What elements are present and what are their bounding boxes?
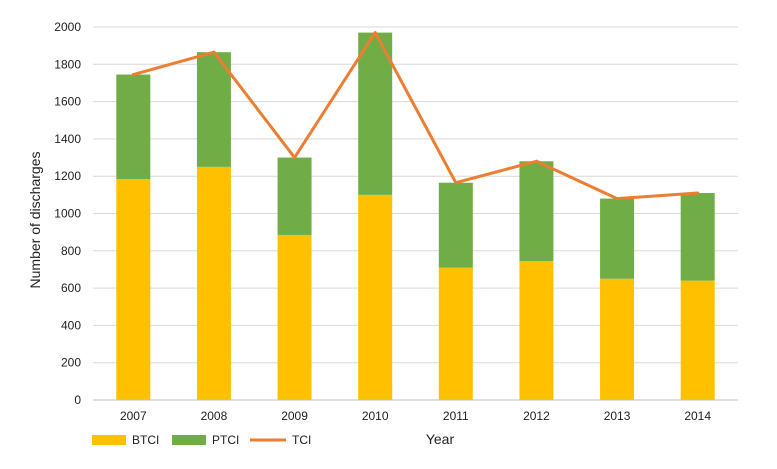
- y-tick-label-400: 400: [61, 318, 81, 332]
- bar-ptci-2011: [438, 182, 473, 268]
- x-tick-label-2012: 2012: [523, 409, 550, 423]
- point-tci-2008: [212, 50, 216, 54]
- point-tci-2012: [534, 159, 538, 163]
- bars: [116, 32, 715, 400]
- point-tci-2013: [615, 197, 619, 201]
- point-tci-2009: [293, 156, 297, 160]
- legend-label-btci: BTCI: [132, 433, 159, 447]
- legend-swatch-btci: [92, 435, 126, 445]
- bar-btci-2008: [196, 166, 231, 400]
- bar-btci-2013: [600, 278, 635, 400]
- bar-btci-2012: [519, 261, 554, 400]
- x-tick-label-2010: 2010: [362, 409, 389, 423]
- legend-label-tci: TCI: [292, 433, 311, 447]
- x-axis-title: Year: [426, 431, 455, 447]
- bar-btci-2011: [438, 267, 473, 400]
- legend-label-ptci: PTCI: [212, 433, 239, 447]
- bar-ptci-2008: [196, 52, 231, 167]
- point-tci-2010: [373, 31, 377, 35]
- total-line-series: [131, 31, 700, 201]
- bar-btci-2010: [358, 194, 393, 400]
- bar-ptci-2012: [519, 161, 554, 262]
- x-tick-label-2013: 2013: [604, 409, 631, 423]
- x-axis-ticks: 2007 2008 2009 2010 2011 2012 2013 2014: [120, 409, 711, 423]
- bar-btci-2014: [680, 280, 715, 400]
- point-tci-2007: [131, 73, 135, 77]
- bar-ptci-2007: [116, 74, 151, 179]
- gridlines: [93, 26, 738, 364]
- y-axis-ticks: 0 200 400 600 800 1000 1200 1400 1600 1800 2000: [54, 20, 81, 407]
- bar-ptci-2010: [358, 32, 393, 195]
- y-tick-label-1800: 1800: [54, 57, 81, 71]
- y-tick-label-800: 800: [61, 244, 81, 258]
- x-tick-label-2007: 2007: [120, 409, 147, 423]
- y-tick-label-2000: 2000: [54, 20, 81, 34]
- bar-ptci-2014: [680, 192, 715, 281]
- bar-ptci-2013: [600, 198, 635, 279]
- x-tick-label-2014: 2014: [684, 409, 711, 423]
- y-tick-label-1000: 1000: [54, 207, 81, 221]
- bar-btci-2009: [277, 234, 312, 400]
- point-tci-2014: [696, 191, 700, 195]
- y-tick-label-1400: 1400: [54, 132, 81, 146]
- x-tick-label-2009: 2009: [281, 409, 308, 423]
- bar-ptci-2009: [277, 157, 312, 235]
- x-tick-label-2008: 2008: [201, 409, 228, 423]
- y-tick-label-200: 200: [61, 356, 81, 370]
- y-tick-label-0: 0: [74, 393, 81, 407]
- y-tick-label-1600: 1600: [54, 95, 81, 109]
- y-axis-title: Number of discharges: [27, 152, 43, 289]
- line-tci: [131, 31, 700, 201]
- point-tci-2011: [454, 181, 458, 185]
- bar-btci-2007: [116, 178, 151, 400]
- x-tick-label-2011: 2011: [443, 409, 469, 423]
- legend: BTCI PTCI TCI: [92, 433, 311, 447]
- legend-swatch-ptci: [172, 435, 206, 445]
- y-tick-label-1200: 1200: [54, 169, 81, 183]
- y-tick-label-600: 600: [61, 281, 81, 295]
